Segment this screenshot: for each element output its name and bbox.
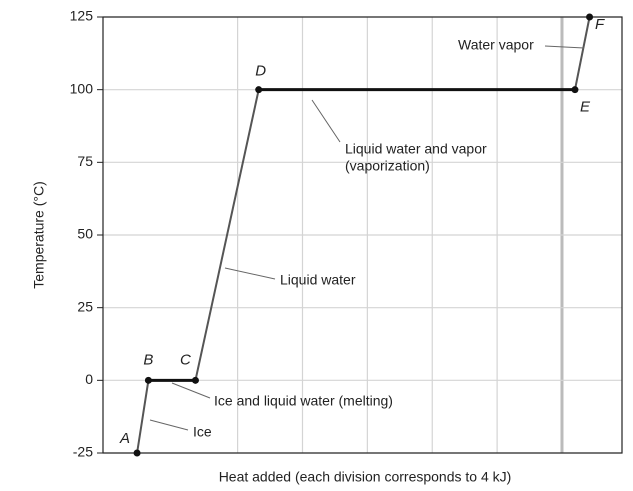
- point-label: A: [119, 430, 130, 447]
- curve-segment: [136, 380, 150, 454]
- point-label: E: [580, 99, 591, 116]
- point: [571, 86, 579, 94]
- point: [586, 13, 594, 21]
- curve-segment: [573, 16, 591, 90]
- point-label: D: [255, 63, 266, 80]
- y-tick-label: 0: [85, 371, 93, 387]
- leader-line: [171, 382, 211, 399]
- point: [191, 376, 199, 384]
- y-tick-label: 75: [77, 153, 93, 169]
- point: [144, 376, 152, 384]
- y-tick-label: 25: [77, 298, 93, 314]
- point: [255, 86, 263, 94]
- y-tick-label: 125: [70, 8, 94, 24]
- leader-line: [224, 267, 276, 280]
- leader-line: [544, 45, 585, 49]
- annotation: (vaporization): [345, 158, 430, 174]
- leader-line: [311, 99, 341, 143]
- plot-frame: [102, 16, 623, 454]
- y-axis-label: Temperature (°C): [31, 181, 47, 289]
- point: [133, 449, 141, 457]
- annotation: Liquid water: [280, 272, 356, 288]
- annotation: Ice: [193, 424, 212, 440]
- leader-line: [149, 419, 189, 431]
- annotation: Liquid water and vapor: [345, 141, 487, 157]
- y-tick-label: 100: [70, 80, 94, 96]
- curve-segment: [194, 89, 260, 381]
- y-tick-label: 50: [77, 226, 93, 242]
- point-label: B: [143, 351, 153, 368]
- point-label: F: [595, 16, 605, 33]
- x-axis-label: Heat added (each division corresponds to…: [219, 469, 512, 485]
- annotation: Ice and liquid water (melting): [214, 393, 393, 409]
- annotation: Water vapor: [458, 37, 534, 53]
- point-label: C: [180, 351, 191, 368]
- y-tick-label: -25: [73, 444, 93, 460]
